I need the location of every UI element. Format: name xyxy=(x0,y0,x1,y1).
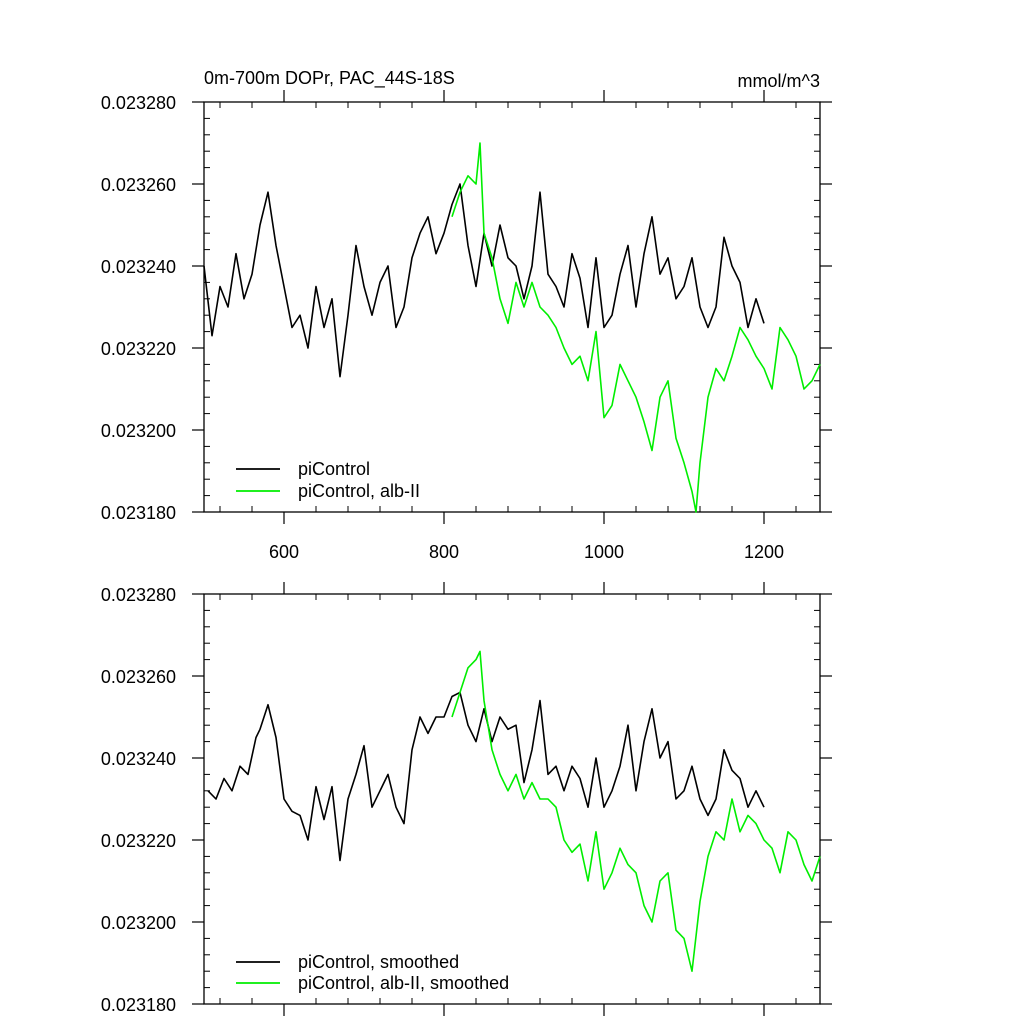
top-xtick-label: 1200 xyxy=(744,542,784,562)
legend-label-alb-ii: piControl, alb-II xyxy=(298,481,420,501)
top-axis-ticks: 600 800 1000 1200 0.023180 0.023200 0.023220 0.… xyxy=(101,90,832,562)
legend-label-picontrol: piControl xyxy=(298,459,370,479)
legend-label-alb-ii-smoothed: piControl, alb-II, smoothed xyxy=(298,973,509,993)
bottom-legend: piControl, smoothed piControl, alb-II, s… xyxy=(236,952,509,993)
bottom-series-line-picontrol-smoothed xyxy=(207,691,765,862)
top-legend: piControl piControl, alb-II xyxy=(236,459,420,501)
bottom-series-line-picontrol-alb-ii-smoothed xyxy=(451,650,821,973)
top-series-group xyxy=(203,142,821,513)
bottom-ytick-label: 0.023240 xyxy=(101,749,176,769)
top-ytick-label: 0.023220 xyxy=(101,339,176,359)
top-ytick-label: 0.023280 xyxy=(101,93,176,113)
chart-title: 0m-700m DOPr, PAC_44S-18S xyxy=(204,68,455,89)
top-xtick-label: 800 xyxy=(429,542,459,562)
bottom-ytick-label: 0.023180 xyxy=(101,995,176,1015)
bottom-series-group xyxy=(207,650,821,973)
bottom-ytick-label: 0.023280 xyxy=(101,585,176,605)
top-series-line-picontrol-alb-ii xyxy=(451,142,821,513)
top-plot-frame xyxy=(203,101,821,513)
bottom-ytick-label: 0.023220 xyxy=(101,831,176,851)
bottom-plot-frame xyxy=(203,593,821,1005)
bottom-panel: 0.023180 0.023200 0.023220 0.023240 0.023260… xyxy=(101,582,832,1016)
top-series-line-picontrol xyxy=(203,183,765,378)
bottom-ytick-label: 0.023200 xyxy=(101,913,176,933)
top-ytick-label: 0.023260 xyxy=(101,175,176,195)
bottom-ytick-label: 0.023260 xyxy=(101,667,176,687)
top-panel: 0m-700m DOPr, PAC_44S-18S mmol/m^3 600 80… xyxy=(101,68,832,562)
legend-label-picontrol-smoothed: piControl, smoothed xyxy=(298,952,459,972)
top-ytick-label: 0.023240 xyxy=(101,257,176,277)
top-xtick-label: 1000 xyxy=(584,542,624,562)
bottom-axis-ticks: 0.023180 0.023200 0.023220 0.023240 0.023260… xyxy=(101,582,832,1016)
top-ytick-label: 0.023200 xyxy=(101,421,176,441)
top-ytick-label: 0.023180 xyxy=(101,503,176,523)
units-label: mmol/m^3 xyxy=(738,71,820,91)
top-xtick-label: 600 xyxy=(269,542,299,562)
